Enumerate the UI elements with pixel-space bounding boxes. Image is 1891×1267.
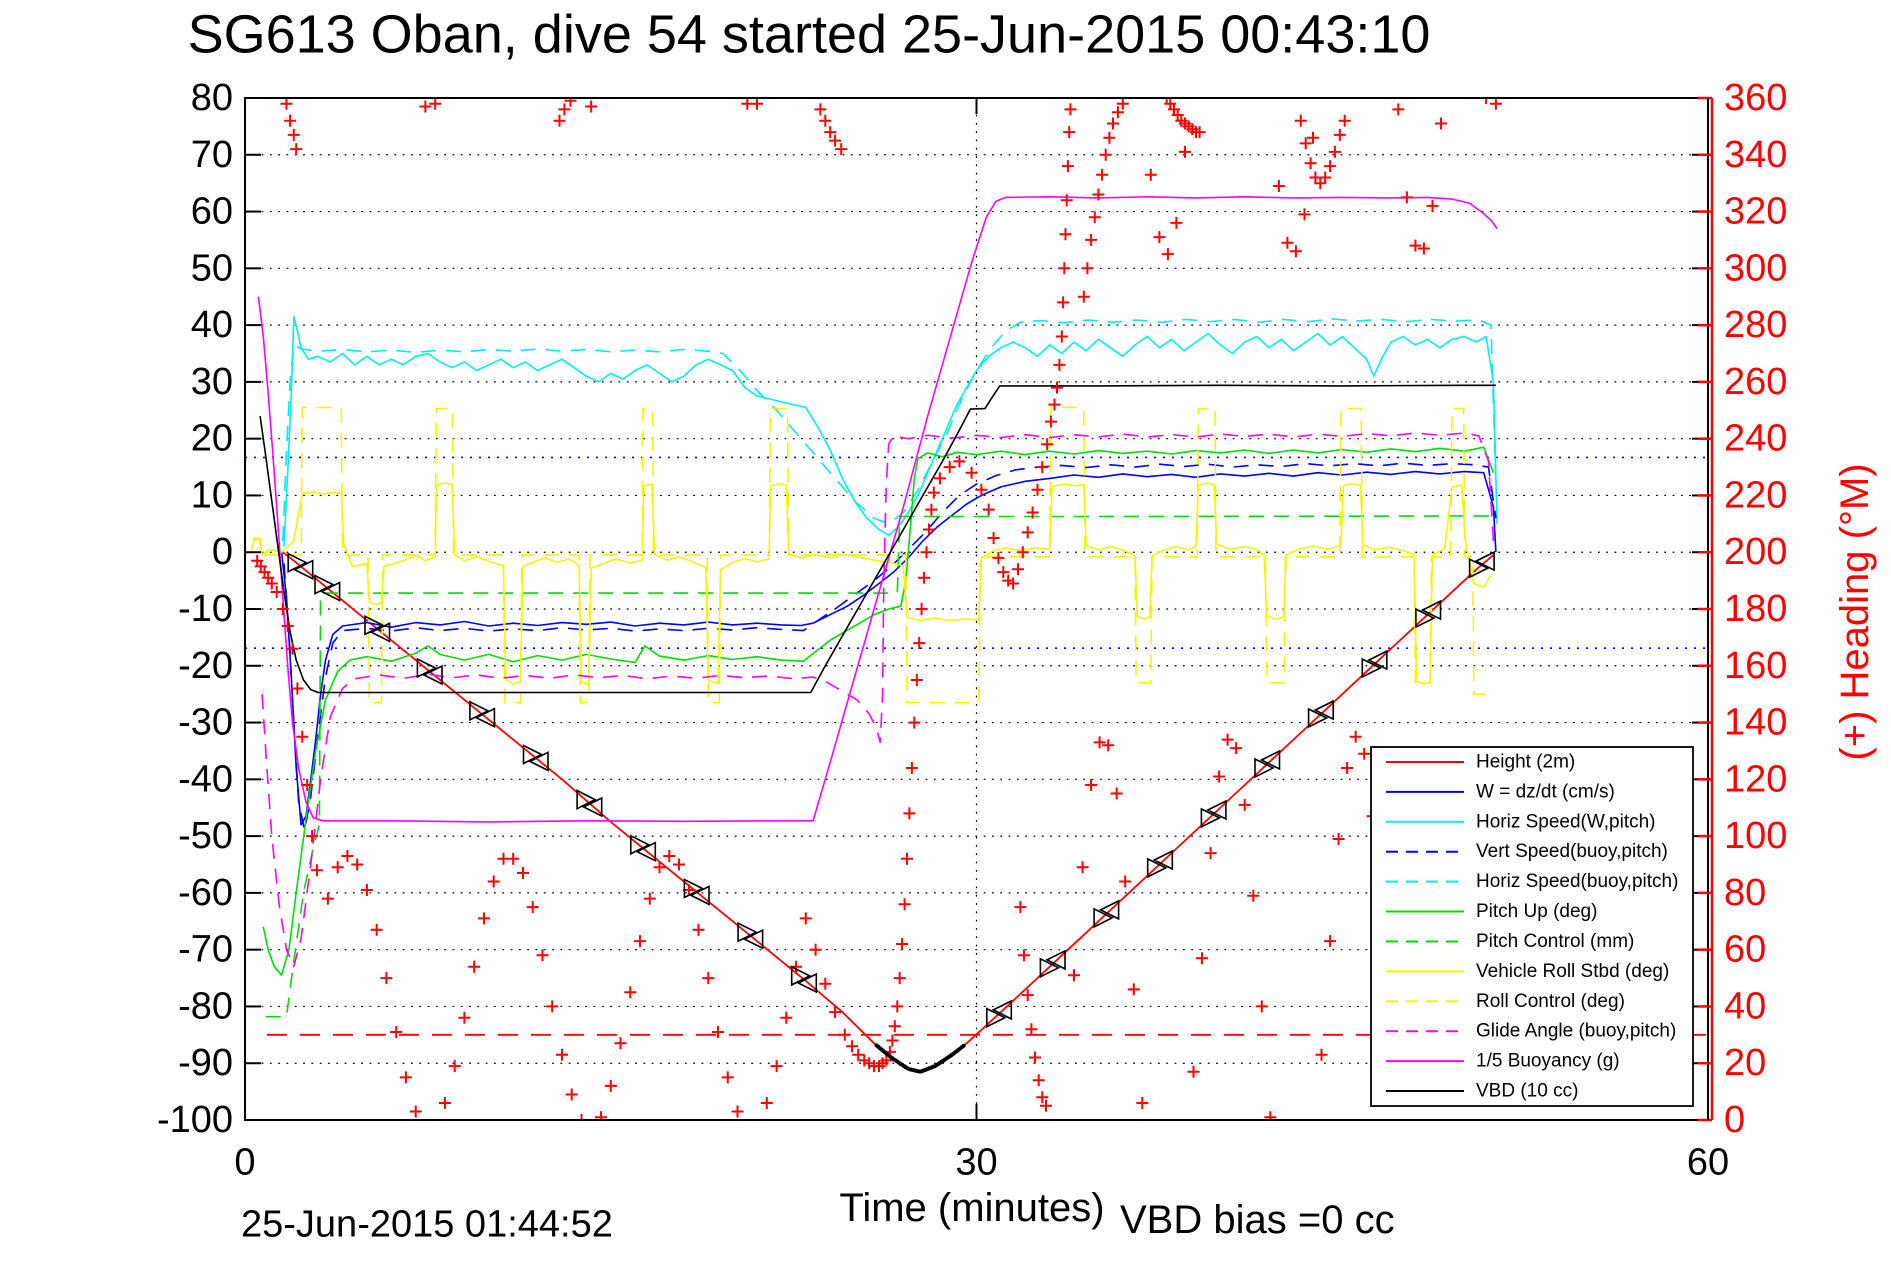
series-vbd xyxy=(259,384,1496,694)
right-tick-label: 200 xyxy=(1724,531,1787,573)
legend-label-11: VBD (10 cc) xyxy=(1476,1081,1578,1102)
left-tick-label: -40 xyxy=(178,758,233,800)
footer-start-timestamp: 25-Jun-2015 01:44:52 xyxy=(241,1203,613,1245)
right-tick-label: 60 xyxy=(1724,929,1766,971)
left-tick-label: 40 xyxy=(191,304,233,346)
legend-label-0: Height (2m) xyxy=(1476,751,1575,772)
series-w_dzdt xyxy=(280,470,1497,826)
right-tick-label: 220 xyxy=(1724,474,1787,516)
left-tick-label: 60 xyxy=(191,191,233,233)
apogee-sample-dots xyxy=(874,1043,966,1074)
right-tick-label: 100 xyxy=(1724,815,1787,857)
series-roll_control xyxy=(252,406,1493,704)
right-tick-label: 40 xyxy=(1724,985,1766,1027)
legend-box: Height (2m) W = dz/dt (cm/s) Horiz Speed(W… xyxy=(1370,746,1694,1107)
series-height xyxy=(282,551,1494,1073)
height-triangle-markers xyxy=(287,550,1495,1028)
legend-label-1: W = dz/dt (cm/s) xyxy=(1476,781,1615,802)
right-tick-label: 20 xyxy=(1724,1042,1766,1084)
x-tick-label: 0 xyxy=(234,1141,255,1183)
series-glide_angle xyxy=(261,432,1495,968)
right-tick-label: 360 xyxy=(1724,77,1787,119)
left-tick-label: -60 xyxy=(178,872,233,914)
legend-label-6: Pitch Control (mm) xyxy=(1476,931,1634,952)
legend-label-5: Pitch Up (deg) xyxy=(1476,901,1597,922)
chart-title: SG613 Oban, dive 54 started 25-Jun-2015 … xyxy=(188,4,1431,64)
left-tick-label: -80 xyxy=(178,985,233,1027)
axes-layer: 80706050403020100-10-20-30-40-50-60-70-8… xyxy=(157,77,1787,1183)
left-tick-label: 30 xyxy=(191,361,233,403)
right-tick-label: 180 xyxy=(1724,588,1787,630)
right-tick-label: 320 xyxy=(1724,191,1787,233)
grid-layer xyxy=(245,98,1708,1120)
right-tick-label: 300 xyxy=(1724,247,1787,289)
right-tick-label: 340 xyxy=(1724,134,1787,176)
left-tick-label: -100 xyxy=(157,1099,233,1141)
heading-plus-markers xyxy=(251,98,1502,1120)
right-tick-label: 160 xyxy=(1724,645,1787,687)
left-tick-label: 0 xyxy=(212,531,233,573)
legend-label-4: Horiz Speed(buoy,pitch) xyxy=(1476,871,1678,892)
legend-frame xyxy=(1370,746,1694,1107)
left-tick-label: -90 xyxy=(178,1042,233,1084)
left-tick-label: -30 xyxy=(178,702,233,744)
left-tick-label: -50 xyxy=(178,815,233,857)
legend-label-2: Horiz Speed(W,pitch) xyxy=(1476,811,1656,832)
x-axis-label: Time (minutes) xyxy=(839,1186,1104,1230)
right-tick-label: 280 xyxy=(1724,304,1787,346)
left-tick-label: 70 xyxy=(191,134,233,176)
series-buoyancy xyxy=(257,196,1498,823)
right-tick-label: 240 xyxy=(1724,418,1787,460)
legend-label-9: Glide Angle (buoy,pitch) xyxy=(1476,1021,1676,1042)
legend-label-3: Vert Speed(buoy,pitch) xyxy=(1476,841,1668,862)
right-axis-label: (+) Heading (°M) xyxy=(1833,463,1877,760)
left-tick-label: -20 xyxy=(178,645,233,687)
series-vehicle_roll xyxy=(250,482,1492,686)
series-pitch_control xyxy=(265,515,1496,1018)
footer-vbd-bias: VBD bias =0 cc xyxy=(1120,1198,1395,1242)
right-tick-label: 0 xyxy=(1724,1099,1745,1141)
series-layer xyxy=(250,196,1498,1073)
x-tick-label: 30 xyxy=(955,1141,997,1183)
left-tick-label: 50 xyxy=(191,247,233,289)
left-tick-label: 80 xyxy=(191,77,233,119)
marker-layer xyxy=(251,98,1502,1120)
right-tick-label: 80 xyxy=(1724,872,1766,914)
left-tick-label: 10 xyxy=(191,474,233,516)
x-tick-label: 60 xyxy=(1687,1141,1729,1183)
left-tick-label: -70 xyxy=(178,929,233,971)
right-tick-label: 140 xyxy=(1724,702,1787,744)
series-horiz_speed_w xyxy=(283,315,1498,547)
legend-label-8: Roll Control (deg) xyxy=(1476,991,1625,1012)
legend-label-10: 1/5 Buoyancy (g) xyxy=(1476,1051,1620,1072)
left-tick-label: 20 xyxy=(191,418,233,460)
right-tick-label: 120 xyxy=(1724,758,1787,800)
series-vert_speed_buoy xyxy=(283,462,1497,832)
right-tick-label: 260 xyxy=(1724,361,1787,403)
legend-label-7: Vehicle Roll Stbd (deg) xyxy=(1476,961,1669,982)
series-horiz_speed_buoy xyxy=(282,318,1497,541)
left-tick-label: -10 xyxy=(178,588,233,630)
